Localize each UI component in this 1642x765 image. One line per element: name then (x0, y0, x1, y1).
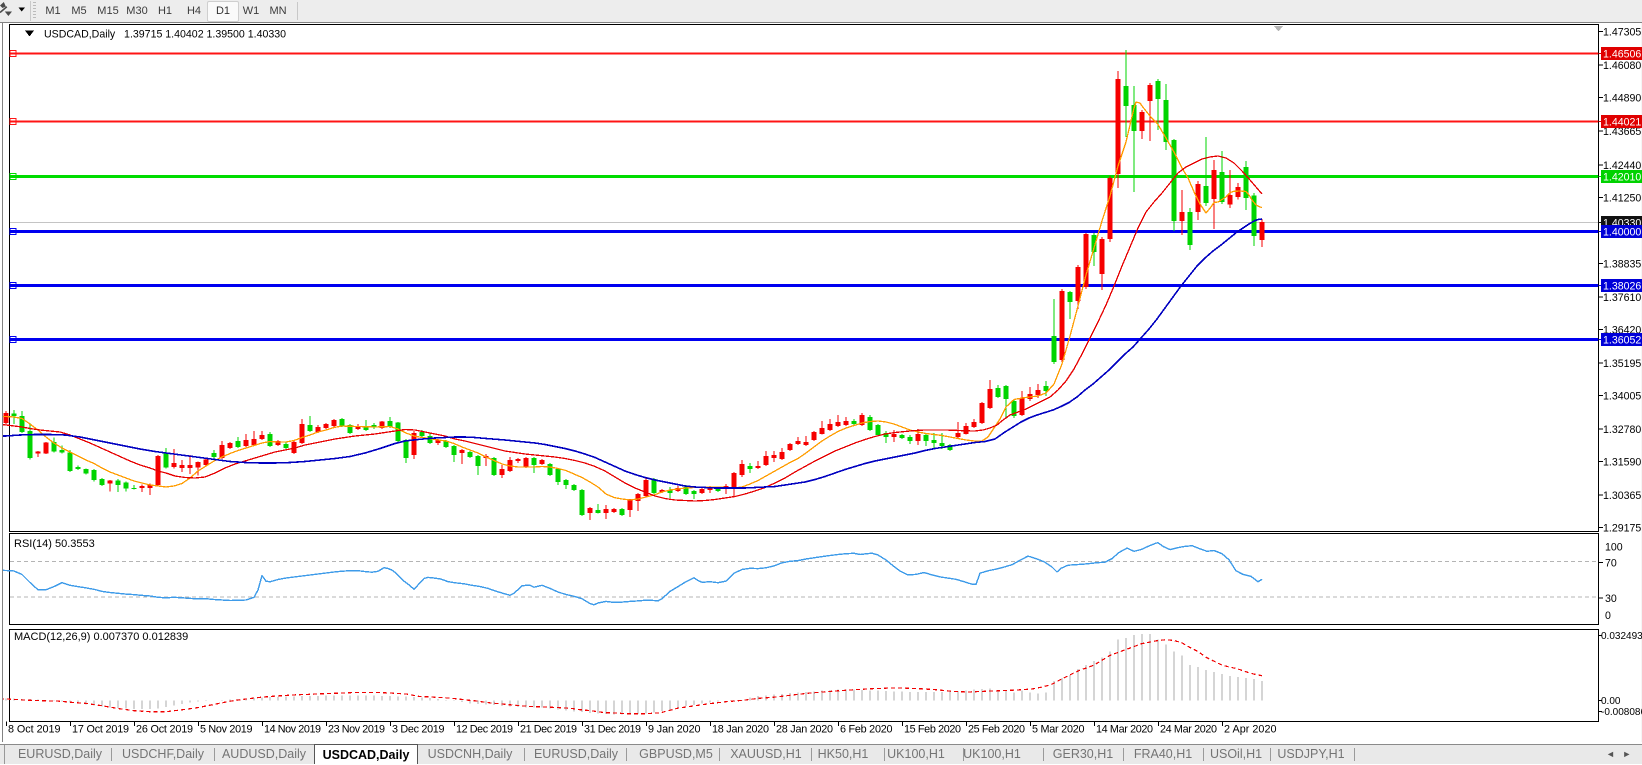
svg-text:12 Dec 2019: 12 Dec 2019 (456, 724, 513, 736)
svg-text:1.32780: 1.32780 (1603, 424, 1641, 436)
svg-text:1.42440: 1.42440 (1603, 160, 1641, 172)
svg-text:1.41250: 1.41250 (1603, 192, 1641, 204)
svg-text:1.31590: 1.31590 (1603, 457, 1641, 469)
svg-text:30: 30 (1605, 593, 1617, 605)
svg-text:2 Apr 2020: 2 Apr 2020 (1224, 724, 1277, 736)
svg-text:USDCAD,Daily 1.39715 1.40402: USDCAD,Daily 1.39715 1.40402 1.39500 1.4… (44, 29, 286, 41)
svg-text:21 Dec 2019: 21 Dec 2019 (520, 724, 577, 736)
svg-text:9 Jan 2020: 9 Jan 2020 (648, 724, 701, 736)
svg-text:100: 100 (1605, 542, 1623, 554)
svg-text:1.43665: 1.43665 (1603, 126, 1641, 138)
svg-text:25 Feb 2020: 25 Feb 2020 (968, 724, 1025, 736)
svg-text:1.38026: 1.38026 (1603, 280, 1641, 292)
svg-text:1.46506: 1.46506 (1603, 49, 1641, 61)
svg-text:-0.008086: -0.008086 (1601, 707, 1642, 718)
svg-text:5 Mar 2020: 5 Mar 2020 (1032, 724, 1085, 736)
svg-text:1.34005: 1.34005 (1603, 390, 1641, 402)
svg-text:23 Nov 2019: 23 Nov 2019 (328, 724, 385, 736)
svg-text:1.46080: 1.46080 (1603, 60, 1641, 72)
svg-text:70: 70 (1605, 557, 1617, 569)
svg-text:RSI(14) 50.3553: RSI(14) 50.3553 (14, 538, 95, 550)
svg-text:5 Nov 2019: 5 Nov 2019 (200, 724, 253, 736)
svg-text:26 Oct 2019: 26 Oct 2019 (136, 724, 193, 736)
svg-text:0: 0 (1605, 610, 1611, 622)
svg-text:24 Mar 2020: 24 Mar 2020 (1160, 724, 1217, 736)
svg-text:1.44890: 1.44890 (1603, 93, 1641, 105)
svg-text:1.37610: 1.37610 (1603, 292, 1641, 304)
svg-text:28 Jan 2020: 28 Jan 2020 (776, 724, 833, 736)
svg-text:1.30365: 1.30365 (1603, 490, 1641, 502)
svg-text:8 Oct 2019: 8 Oct 2019 (8, 724, 61, 736)
svg-text:1.36052: 1.36052 (1603, 334, 1641, 346)
svg-text:18 Jan 2020: 18 Jan 2020 (712, 724, 769, 736)
svg-text:14 Nov 2019: 14 Nov 2019 (264, 724, 321, 736)
svg-text:1.47305: 1.47305 (1603, 27, 1641, 39)
svg-text:1.42010: 1.42010 (1603, 172, 1641, 184)
svg-text:MACD(12,26,9) 0.007370 0.01283: MACD(12,26,9) 0.007370 0.012839 (14, 631, 188, 643)
svg-text:1.29175: 1.29175 (1603, 523, 1641, 535)
svg-text:15 Feb 2020: 15 Feb 2020 (904, 724, 961, 736)
svg-text:1.38835: 1.38835 (1603, 258, 1641, 270)
svg-text:1.35195: 1.35195 (1603, 358, 1641, 370)
svg-text:0.00: 0.00 (1601, 696, 1621, 707)
svg-text:6 Feb 2020: 6 Feb 2020 (840, 724, 893, 736)
svg-text:0.032493: 0.032493 (1601, 631, 1642, 642)
svg-text:3 Dec 2019: 3 Dec 2019 (392, 724, 445, 736)
svg-text:31 Dec 2019: 31 Dec 2019 (584, 724, 641, 736)
svg-text:17 Oct 2019: 17 Oct 2019 (72, 724, 129, 736)
svg-text:1.44021: 1.44021 (1603, 117, 1641, 129)
svg-text:14 Mar 2020: 14 Mar 2020 (1096, 724, 1153, 736)
svg-text:1.40000: 1.40000 (1603, 227, 1641, 239)
